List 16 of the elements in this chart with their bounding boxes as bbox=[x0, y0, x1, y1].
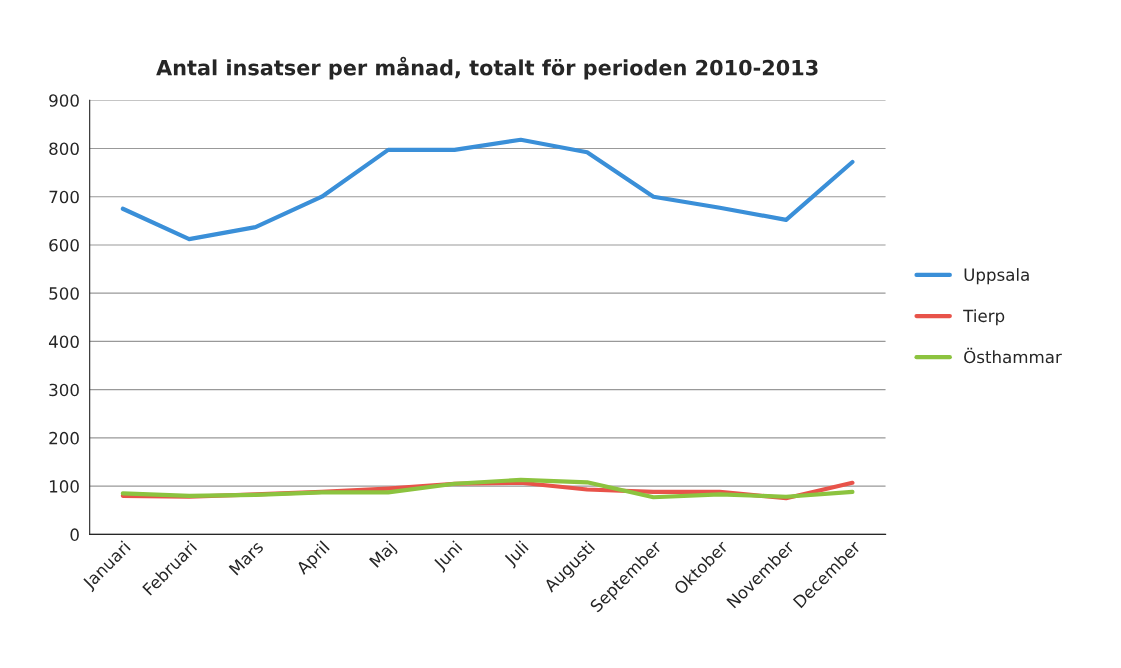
y-tick-label: 400 bbox=[48, 335, 79, 348]
x-tick-label: Maj bbox=[368, 540, 399, 571]
y-tick-label: 100 bbox=[49, 480, 79, 493]
legend-label: Tierp bbox=[963, 309, 1005, 326]
y-tick-label: 900 bbox=[49, 94, 79, 107]
legend-label: Uppsala bbox=[964, 268, 1029, 285]
y-tick-label: 600 bbox=[49, 238, 79, 252]
y-tick-label: 0 bbox=[70, 528, 79, 541]
y-tick-label: 500 bbox=[49, 287, 79, 300]
y-tick-label: 300 bbox=[49, 383, 79, 397]
legend-label: Östhammar bbox=[964, 347, 1062, 364]
chart-title: Antal insatser per månad, totalt för perioden 2010-2013 bbox=[156, 56, 818, 80]
y-tick-label: 800 bbox=[49, 142, 79, 156]
y-tick-label: 200 bbox=[49, 431, 79, 445]
y-tick-label: 700 bbox=[49, 190, 79, 204]
line-series bbox=[120, 137, 855, 242]
